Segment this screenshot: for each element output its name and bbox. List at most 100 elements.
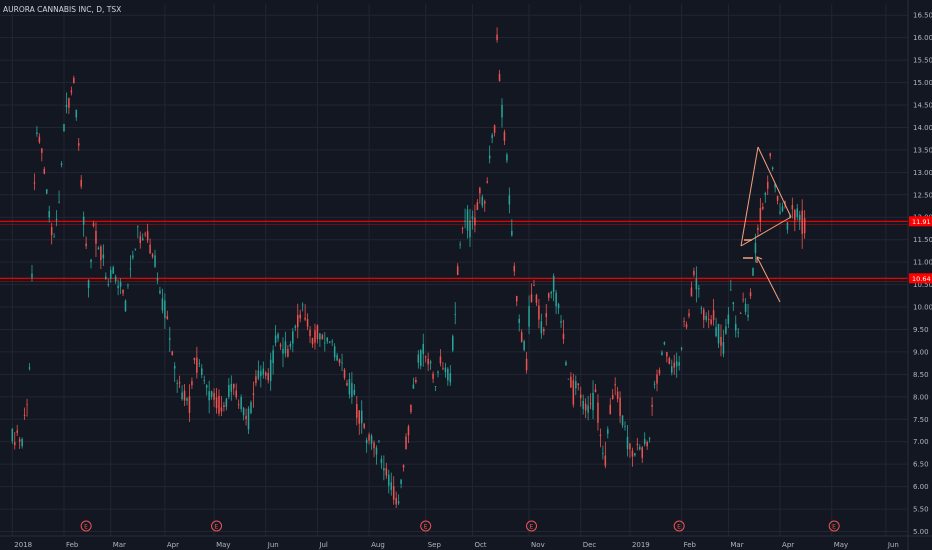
candle-body[interactable] xyxy=(577,383,580,386)
candle-body[interactable] xyxy=(156,278,159,281)
candle-body[interactable] xyxy=(747,314,749,318)
candle-body[interactable] xyxy=(565,362,567,366)
candle-body[interactable] xyxy=(533,285,535,286)
earnings-marker[interactable] xyxy=(420,520,432,532)
candle-body[interactable] xyxy=(624,426,626,427)
candle-body[interactable] xyxy=(129,268,132,270)
candle-body[interactable] xyxy=(38,136,41,143)
candle-body[interactable] xyxy=(370,435,373,444)
candle-body[interactable] xyxy=(550,291,552,294)
candle-body[interactable] xyxy=(508,195,511,205)
candle-body[interactable] xyxy=(151,254,154,257)
candle-body[interactable] xyxy=(314,330,316,343)
candle-body[interactable] xyxy=(639,446,641,450)
candle-body[interactable] xyxy=(661,352,663,356)
candle-body[interactable] xyxy=(619,397,621,416)
candle-body[interactable] xyxy=(21,439,23,447)
candle-body[interactable] xyxy=(683,320,685,322)
candle-body[interactable] xyxy=(579,394,582,399)
candle-body[interactable] xyxy=(14,442,16,446)
candle-body[interactable] xyxy=(338,359,341,363)
candle-body[interactable] xyxy=(407,426,410,436)
candle-body[interactable] xyxy=(324,342,326,344)
candle-body[interactable] xyxy=(801,210,803,234)
candle-body[interactable] xyxy=(528,306,530,327)
candle-body[interactable] xyxy=(626,436,629,449)
candle-body[interactable] xyxy=(663,342,666,345)
candle-body[interactable] xyxy=(282,348,284,354)
candle-body[interactable] xyxy=(272,350,274,364)
candle-body[interactable] xyxy=(191,381,193,386)
candle-body[interactable] xyxy=(328,341,331,343)
candle-body[interactable] xyxy=(73,77,75,83)
candle-body[interactable] xyxy=(267,373,269,381)
candle-body[interactable] xyxy=(636,443,639,445)
candle-body[interactable] xyxy=(60,163,63,165)
candle-body[interactable] xyxy=(97,247,100,250)
candle-body[interactable] xyxy=(572,380,575,405)
candle-body[interactable] xyxy=(515,296,518,302)
candle-body[interactable] xyxy=(316,325,319,340)
candle-body[interactable] xyxy=(530,294,533,303)
candle-body[interactable] xyxy=(474,217,476,226)
candle-body[interactable] xyxy=(698,288,700,290)
candle-body[interactable] xyxy=(432,373,434,379)
candle-body[interactable] xyxy=(107,284,110,285)
candle-body[interactable] xyxy=(520,332,523,342)
candle-body[interactable] xyxy=(284,341,287,354)
candle-body[interactable] xyxy=(643,439,646,444)
candle-body[interactable] xyxy=(392,486,395,500)
candle-body[interactable] xyxy=(452,336,454,351)
candle-body[interactable] xyxy=(513,265,516,272)
candle-body[interactable] xyxy=(260,371,262,377)
candle-body[interactable] xyxy=(609,404,612,415)
candle-body[interactable] xyxy=(198,363,201,364)
candle-body[interactable] xyxy=(77,143,80,146)
candle-body[interactable] xyxy=(498,73,501,82)
candle-body[interactable] xyxy=(53,236,55,238)
candle-body[interactable] xyxy=(201,368,203,375)
candle-body[interactable] xyxy=(90,259,92,262)
candle-body[interactable] xyxy=(213,392,215,400)
candle-body[interactable] xyxy=(41,148,43,153)
candle-body[interactable] xyxy=(183,390,186,401)
earnings-marker[interactable] xyxy=(828,520,840,532)
candle-body[interactable] xyxy=(707,319,710,320)
candle-body[interactable] xyxy=(402,465,405,468)
candle-body[interactable] xyxy=(255,376,257,384)
candle-body[interactable] xyxy=(132,255,134,258)
candle-body[interactable] xyxy=(23,414,26,417)
candle-body[interactable] xyxy=(348,378,351,395)
candle-body[interactable] xyxy=(220,407,223,412)
candle-body[interactable] xyxy=(225,398,228,407)
candle-body[interactable] xyxy=(607,429,609,434)
candle-body[interactable] xyxy=(493,125,496,133)
candle-body[interactable] xyxy=(68,98,70,108)
candle-body[interactable] xyxy=(333,346,336,358)
candle-body[interactable] xyxy=(734,323,737,331)
candle-body[interactable] xyxy=(205,385,208,388)
candle-body[interactable] xyxy=(306,319,309,327)
earnings-marker[interactable] xyxy=(211,520,223,532)
candle-body[interactable] xyxy=(715,327,717,337)
candle-body[interactable] xyxy=(365,439,368,444)
candle-body[interactable] xyxy=(483,201,486,204)
candle-body[interactable] xyxy=(299,314,301,319)
candle-body[interactable] xyxy=(693,270,695,276)
candle-body[interactable] xyxy=(159,290,161,294)
candlestick-series[interactable] xyxy=(11,27,806,509)
candle-body[interactable] xyxy=(671,366,673,373)
candle-body[interactable] xyxy=(400,479,402,485)
candle-body[interactable] xyxy=(311,337,314,345)
candle-body[interactable] xyxy=(653,383,656,385)
candle-body[interactable] xyxy=(420,350,422,367)
candle-body[interactable] xyxy=(678,362,680,366)
candle-body[interactable] xyxy=(604,455,607,466)
candle-body[interactable] xyxy=(50,227,53,236)
candle-body[interactable] xyxy=(668,358,671,365)
candle-body[interactable] xyxy=(469,220,471,238)
candle-body[interactable] xyxy=(456,266,459,275)
candle-body[interactable] xyxy=(319,333,321,340)
candle-body[interactable] xyxy=(791,205,794,210)
